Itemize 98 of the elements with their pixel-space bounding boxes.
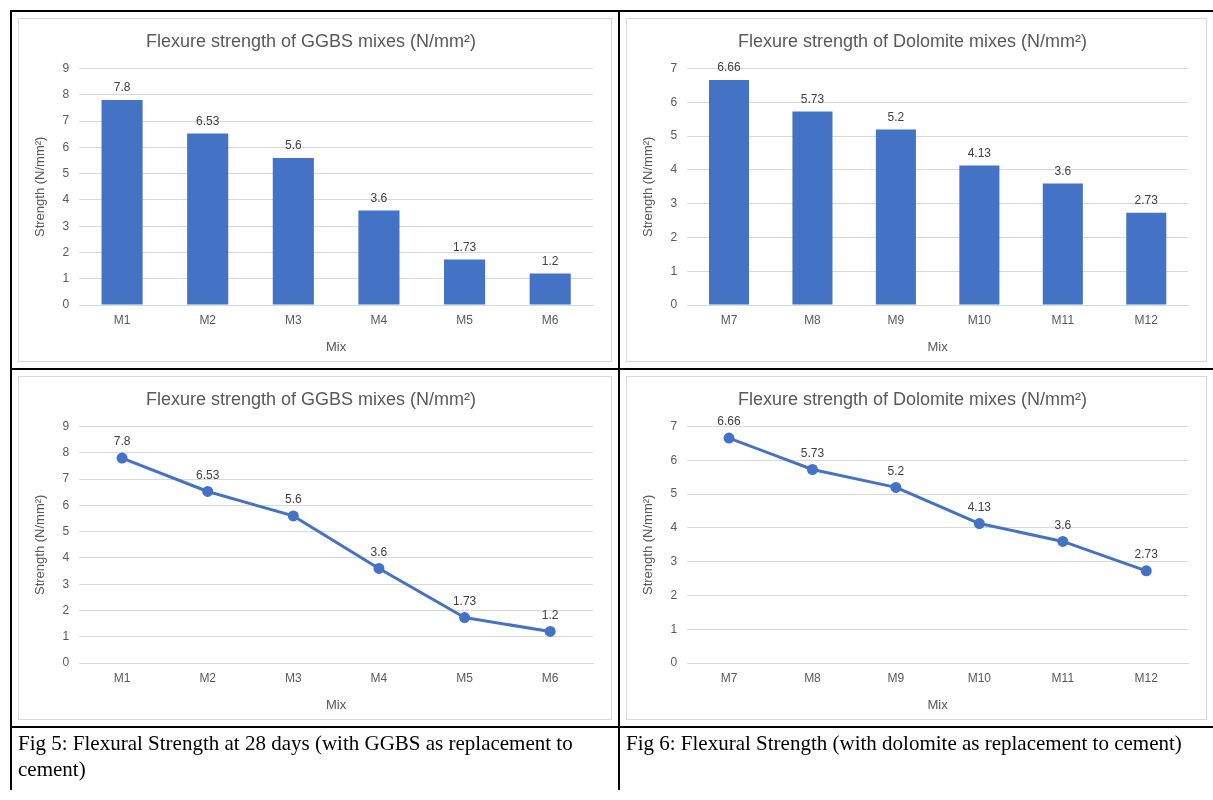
- data-label: 3.6: [1054, 517, 1072, 532]
- x-tick-label: M6: [541, 312, 559, 327]
- y-tick-label: 1: [62, 271, 70, 286]
- x-axis-title: Mix: [927, 338, 949, 354]
- x-tick-label: M4: [370, 312, 388, 327]
- y-tick-label: 3: [670, 554, 678, 568]
- x-tick-label: M2: [199, 670, 217, 685]
- caption: Fig 5: Flexural Strength at 28 days (with GGBS as replacement to cement): [12, 728, 620, 790]
- y-tick-label: 4: [670, 520, 678, 535]
- y-tick-label: 1: [670, 621, 678, 636]
- x-tick-label: M12: [1134, 670, 1159, 685]
- data-label: 1.2: [541, 253, 559, 268]
- data-label: 5.6: [284, 138, 302, 153]
- y-tick-label: 3: [62, 576, 70, 591]
- y-tick-label: 7: [670, 60, 678, 75]
- y-tick-label: 2: [670, 229, 678, 244]
- y-axis-title: Strength (N/mm²): [640, 136, 656, 237]
- x-tick-label: M2: [199, 312, 217, 327]
- data-label: 6.53: [196, 467, 220, 482]
- x-tick-label: M7: [720, 670, 738, 685]
- y-tick-label: 6: [62, 139, 70, 154]
- x-axis-title: Mix: [326, 696, 347, 712]
- data-label: 6.53: [196, 113, 220, 128]
- x-tick-label: M9: [887, 312, 905, 327]
- y-tick-label: 0: [62, 655, 70, 670]
- data-label: 5.73: [800, 445, 825, 460]
- y-tick-label: 6: [670, 94, 678, 109]
- data-label: 6.66: [717, 60, 741, 75]
- chart-title: Flexure strength of GGBS mixes (N/mm²): [145, 388, 477, 409]
- chart-title: Flexure strength of Dolomite mixes (N/mm²): [737, 30, 1088, 51]
- data-label: 1.73: [452, 239, 477, 254]
- data-label: 6.66: [717, 414, 741, 429]
- caption: Fig 6: Flexural Strength (with dolomite as replacement to cement): [620, 728, 1213, 790]
- y-tick-label: 0: [62, 297, 70, 312]
- y-tick-label: 5: [62, 523, 70, 538]
- data-label: 7.8: [113, 434, 131, 449]
- x-tick-label: M9: [887, 670, 905, 685]
- data-label: 5.2: [887, 463, 905, 478]
- data-label: 2.73: [1134, 547, 1159, 562]
- data-label: 5.2: [887, 109, 905, 124]
- y-tick-label: 4: [62, 192, 70, 207]
- data-label: 4.13: [967, 145, 992, 160]
- y-axis-title: Strength (N/mm²): [640, 494, 656, 595]
- x-tick-label: M11: [1051, 670, 1075, 685]
- y-tick-label: 8: [62, 445, 70, 460]
- x-axis-title: Mix: [326, 338, 347, 354]
- y-tick-label: 7: [62, 471, 70, 486]
- y-tick-label: 4: [62, 550, 70, 565]
- chart-title: Flexure strength of Dolomite mixes (N/mm²): [737, 388, 1088, 409]
- chart-title: Flexure strength of GGBS mixes (N/mm²): [145, 30, 477, 51]
- y-tick-label: 4: [670, 162, 678, 177]
- x-tick-label: M12: [1134, 312, 1159, 327]
- x-tick-label: M1: [113, 670, 131, 685]
- y-tick-label: 6: [62, 497, 70, 512]
- y-tick-label: 2: [62, 602, 70, 617]
- y-tick-label: 1: [62, 629, 70, 644]
- x-tick-label: M8: [804, 312, 822, 327]
- y-tick-label: 5: [62, 165, 70, 180]
- y-axis-title: Strength (N/mm²): [32, 136, 48, 237]
- data-label: 5.6: [284, 492, 302, 507]
- x-tick-label: M3: [284, 670, 302, 685]
- x-tick-label: M3: [284, 312, 302, 327]
- data-label: 3.6: [1054, 163, 1072, 178]
- data-label: 5.73: [800, 91, 825, 106]
- data-label: 7.8: [113, 80, 131, 95]
- data-label: 1.73: [452, 593, 477, 608]
- data-label: 1.2: [541, 607, 559, 622]
- x-tick-label: M11: [1051, 312, 1075, 327]
- y-tick-label: 5: [670, 486, 678, 501]
- y-tick-label: 3: [670, 196, 678, 210]
- x-tick-label: M8: [804, 670, 822, 685]
- y-tick-label: 7: [62, 113, 70, 128]
- y-tick-label: 7: [670, 418, 678, 433]
- y-tick-label: 0: [670, 297, 678, 312]
- data-label: 2.73: [1134, 193, 1159, 208]
- x-tick-label: M5: [456, 312, 474, 327]
- x-tick-label: M10: [967, 312, 992, 327]
- y-tick-label: 0: [670, 655, 678, 670]
- y-axis-title: Strength (N/mm²): [32, 494, 48, 595]
- x-tick-label: M4: [370, 670, 388, 685]
- y-tick-label: 8: [62, 87, 70, 102]
- x-tick-label: M1: [113, 312, 131, 327]
- x-tick-label: M5: [456, 670, 474, 685]
- data-label: 3.6: [370, 190, 388, 205]
- y-tick-label: 6: [670, 452, 678, 467]
- x-tick-label: M7: [720, 312, 738, 327]
- y-tick-label: 1: [670, 263, 678, 278]
- y-tick-label: 3: [62, 218, 70, 233]
- y-tick-label: 2: [670, 587, 678, 602]
- data-label: 3.6: [370, 544, 388, 559]
- y-tick-label: 5: [670, 128, 678, 143]
- y-tick-label: 9: [62, 60, 70, 75]
- data-label: 4.13: [967, 499, 992, 514]
- x-tick-label: M10: [967, 670, 992, 685]
- y-tick-label: 9: [62, 418, 70, 433]
- y-tick-label: 2: [62, 244, 70, 259]
- x-tick-label: M6: [541, 670, 559, 685]
- x-axis-title: Mix: [927, 696, 949, 712]
